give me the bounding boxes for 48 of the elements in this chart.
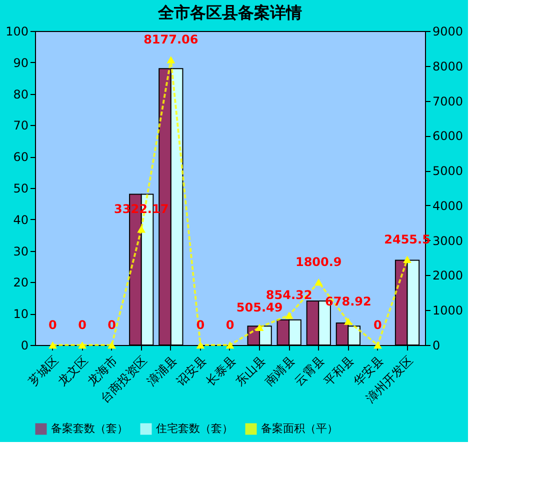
data-label: 0 xyxy=(48,318,57,332)
y-tick-label: 70 xyxy=(13,118,28,133)
y-tick-label: 40 xyxy=(13,212,28,227)
point xyxy=(403,256,412,263)
legend-label: 备案套数（套） xyxy=(51,422,128,435)
point xyxy=(314,278,323,286)
y2-tick-label: 3000 xyxy=(432,234,464,248)
y-tick-label: 60 xyxy=(13,150,28,164)
y-tick-label: 50 xyxy=(13,182,28,196)
y2-tick-label: 7000 xyxy=(432,94,464,108)
y-tick-label: 30 xyxy=(13,244,28,258)
data-label: 0 xyxy=(196,318,205,332)
legend-label: 备案面积（平） xyxy=(261,422,338,435)
y2-tick-label: 2000 xyxy=(432,268,464,283)
data-label: 854.32 xyxy=(266,288,312,302)
y2-tick-label: 1000 xyxy=(432,304,464,318)
y2-tick-label: 8000 xyxy=(432,59,464,74)
point xyxy=(48,341,57,349)
point xyxy=(255,324,264,331)
data-label: 0 xyxy=(374,318,382,332)
point xyxy=(284,312,294,319)
point xyxy=(226,341,234,349)
y-tick-label: 80 xyxy=(13,87,28,102)
y-tick-label: 20 xyxy=(13,276,28,290)
data-label: 8177.06 xyxy=(144,32,198,47)
y2-tick-label: 9000 xyxy=(432,24,464,38)
y2-tick-label: 4000 xyxy=(432,198,464,213)
point xyxy=(344,318,352,325)
point xyxy=(196,341,205,349)
data-label: 0 xyxy=(108,318,116,332)
chart-title: 全市各区县备案详情 xyxy=(157,3,302,22)
y-tick-label: 10 xyxy=(13,307,28,322)
data-label: 0 xyxy=(78,318,86,332)
point xyxy=(78,341,86,349)
point xyxy=(374,341,382,349)
data-label: 0 xyxy=(226,318,234,332)
point xyxy=(108,341,116,349)
y2-tick-label: 6000 xyxy=(432,129,464,144)
y-tick-label: 0 xyxy=(20,338,28,352)
point xyxy=(137,225,146,233)
y2-tick-label: 0 xyxy=(432,338,440,352)
data-label: 1800.9 xyxy=(295,255,342,270)
y2-tick-label: 5000 xyxy=(432,164,464,178)
y-tick-label: 90 xyxy=(13,56,28,70)
point xyxy=(166,56,176,64)
data-label: 505.49 xyxy=(236,300,283,314)
y-tick-label: 100 xyxy=(6,24,28,38)
legend-label: 住宅套数（套） xyxy=(156,422,233,435)
